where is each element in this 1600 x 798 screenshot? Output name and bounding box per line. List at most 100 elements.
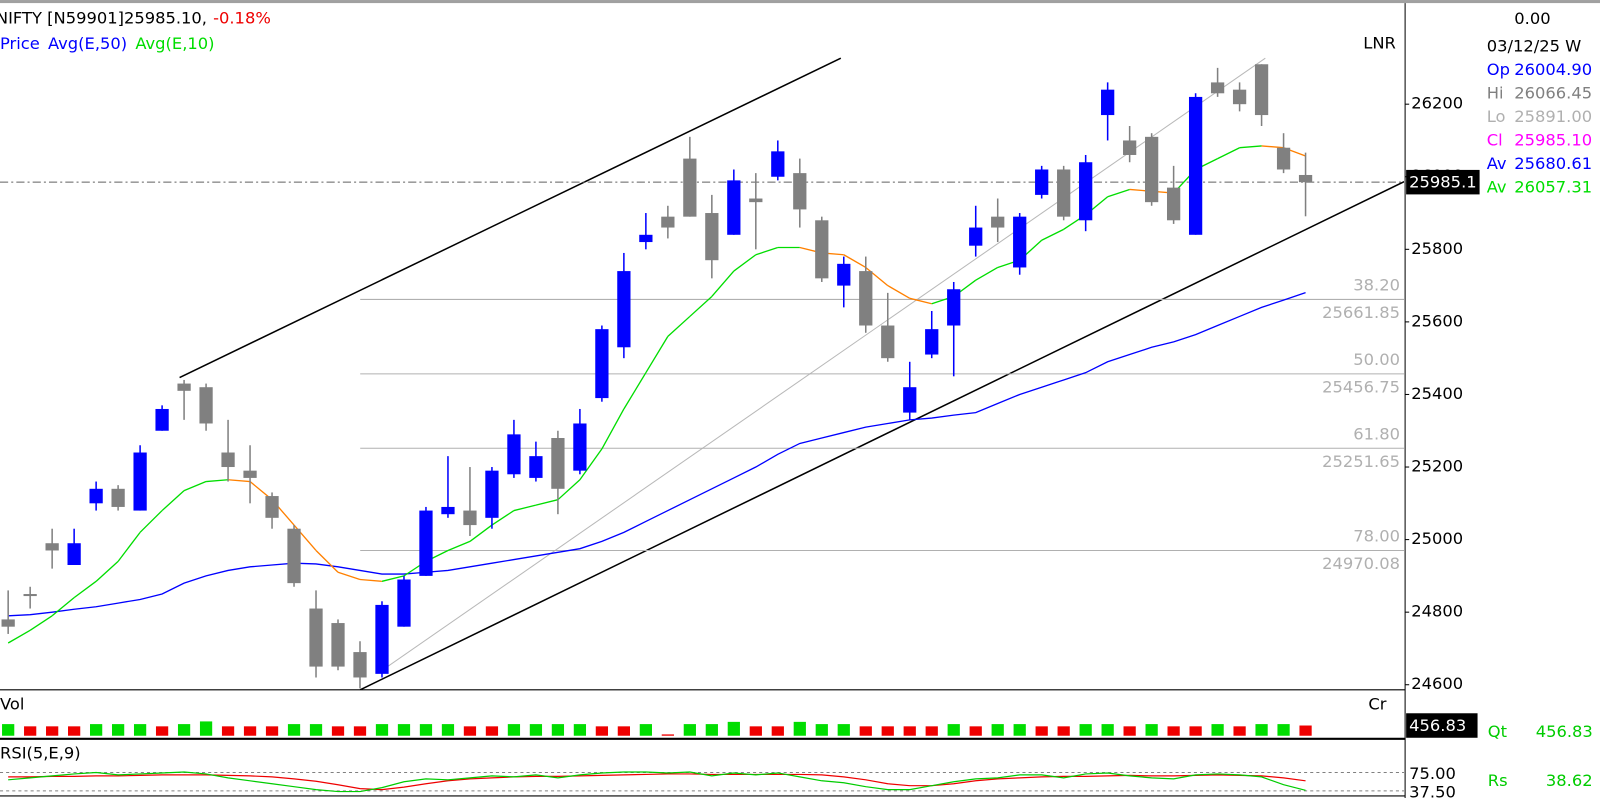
volume-bar (419, 724, 433, 736)
fib-ratio: 78.00 (1353, 527, 1400, 546)
moving-average-segment (359, 578, 383, 582)
candle-body (1210, 82, 1225, 94)
volume-box (1406, 713, 1478, 738)
moving-average-segment (733, 254, 757, 272)
moving-average-segment (1239, 145, 1262, 149)
candle-body (353, 652, 367, 678)
volume-bar (1123, 726, 1136, 736)
info-value: 26057.31 (1514, 177, 1592, 196)
volume-bar (705, 724, 718, 736)
candle-body (1298, 174, 1313, 183)
volume-bar (1211, 724, 1224, 736)
candle-body (375, 604, 389, 674)
top-border (0, 0, 1600, 4)
legend-item: Avg(E,50) (48, 33, 127, 52)
moving-average-segment (161, 490, 185, 512)
candle-body (969, 227, 983, 246)
rsi-panel (0, 771, 1405, 793)
volume-bar (595, 726, 609, 736)
volume-bar (925, 726, 938, 736)
fib-price: 25661.85 (1322, 303, 1400, 322)
y-tick-label: 75.00 (1409, 764, 1456, 783)
candle-body (1232, 89, 1247, 105)
moving-average-segment (73, 580, 97, 599)
candle-body (771, 151, 785, 177)
moving-average-segment (843, 254, 867, 269)
candle-body (793, 173, 807, 210)
y-tick-label: 25600 (1411, 311, 1463, 330)
axis: 2460024800250002520025400256002580026000… (1405, 94, 1480, 798)
candle-body (947, 289, 961, 326)
y-tick-label: 37.50 (1409, 782, 1456, 798)
moving-average-segment (887, 285, 911, 299)
moving-average-segment (623, 372, 647, 410)
fib-ratio: 50.00 (1353, 350, 1400, 369)
moving-average-segment (447, 540, 471, 552)
moving-average-segment (206, 479, 229, 483)
candle-body (155, 408, 169, 431)
moving-average-segment (1041, 228, 1064, 241)
volume-bar (463, 726, 477, 736)
moving-average-segment (1107, 188, 1130, 198)
volume-bar (991, 724, 1004, 736)
candle-body (1188, 96, 1203, 235)
panel-label: LNR (1363, 33, 1396, 52)
candle-body (1166, 187, 1181, 221)
y-tick-label: 24600 (1411, 674, 1463, 693)
moving-average-segment (183, 480, 207, 492)
info-label: Rs (1488, 771, 1508, 790)
header: NIFTY [N59901]25985.10, -0.18% (0, 8, 271, 27)
rsi-line (8, 773, 1306, 791)
volume-bar (155, 726, 169, 736)
volume-bar (683, 724, 696, 736)
candle-body (265, 496, 279, 518)
moving-average-segment (491, 510, 515, 526)
candle-body (133, 452, 147, 511)
candle-body (595, 329, 609, 399)
y-tick-label: 25800 (1411, 239, 1463, 258)
volume-bar (309, 724, 323, 736)
volume-bar (1013, 724, 1026, 736)
volume-bar (353, 726, 367, 736)
candle-body (485, 470, 499, 518)
trend-line (179, 57, 842, 379)
candle-body (1057, 169, 1071, 217)
volume-bar (133, 724, 147, 736)
volume-bar (1167, 726, 1180, 736)
moving-average-segment (557, 479, 581, 501)
volume-bar (265, 726, 279, 736)
volume-bar (903, 726, 916, 736)
candle-body (309, 608, 323, 667)
candle-body (859, 271, 873, 326)
trend-line (377, 57, 1266, 674)
moving-average-segment (1261, 145, 1284, 149)
info-label: Av (1487, 154, 1507, 173)
moving-average-segment (865, 266, 889, 287)
candle-body (1079, 162, 1093, 221)
candle-body (111, 488, 125, 507)
info-value: 26066.45 (1514, 83, 1592, 102)
moving-average-segment (645, 336, 669, 374)
candle-body (177, 383, 191, 391)
volume-bar (1299, 725, 1312, 736)
volume-bar (551, 724, 565, 736)
moving-average-segment (7, 629, 31, 644)
candle-body (463, 510, 477, 526)
moving-average-segment (601, 408, 625, 450)
candle-body (507, 434, 521, 475)
info-top: 0.00 (1514, 9, 1550, 28)
candle-body (89, 488, 103, 504)
candle-body (331, 623, 345, 667)
volume-bar (1101, 724, 1114, 736)
price-panel: 38.20 25661.85 50.00 25456.75 61.80 25251.65 7… (0, 57, 1405, 690)
candle-body (705, 213, 719, 261)
volume-bar (771, 726, 784, 736)
candle-body (419, 510, 433, 576)
candle-body (881, 325, 895, 359)
candle-body (1123, 140, 1137, 155)
moving-average-segment (689, 295, 713, 317)
fib-price: 25456.75 (1322, 378, 1400, 397)
volume-bar (1057, 726, 1070, 736)
volume-bar (485, 726, 499, 736)
moving-average-segment (139, 510, 163, 533)
